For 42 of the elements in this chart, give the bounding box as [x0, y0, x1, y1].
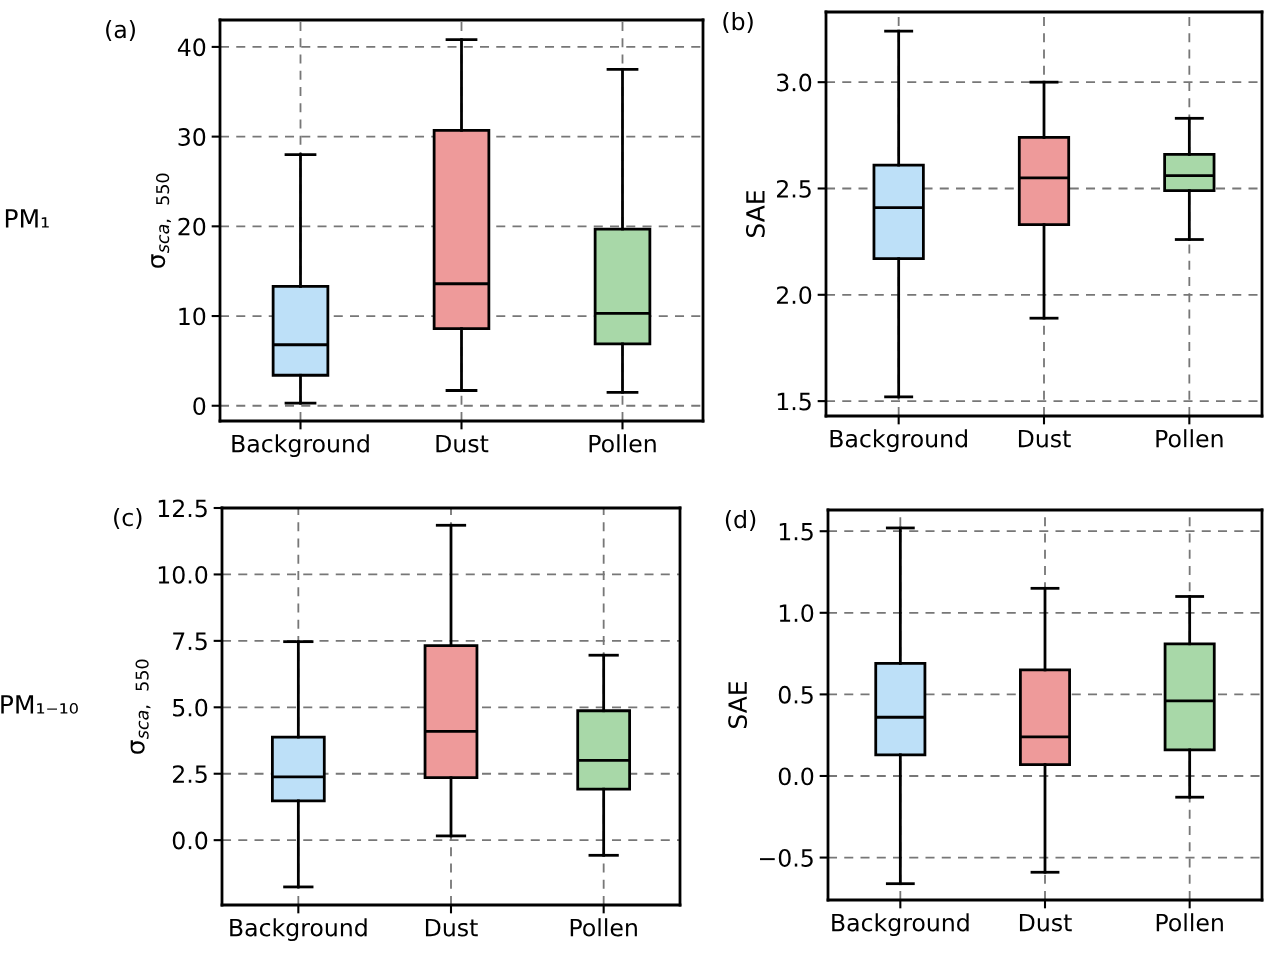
y-tick-label: 10 — [179, 307, 206, 326]
x-tick-label: Dust — [1018, 429, 1071, 448]
y-tick-label: 0 — [193, 397, 206, 416]
y-tick-label: 2.5 — [172, 765, 207, 784]
x-tick-label: Dust — [436, 434, 489, 453]
y-tick-label: 30 — [178, 128, 206, 146]
y-axis-title: σ$_{sca, 550}$ — [151, 173, 172, 268]
x-tick-label: Pollen — [570, 918, 637, 937]
x-tick-label: Dust — [425, 918, 478, 937]
y-tick-label: 0.0 — [778, 767, 814, 786]
x-tick-label: Background — [232, 434, 369, 458]
y-axis-title: SAE — [745, 190, 765, 237]
y-tick-label: 10.0 — [158, 565, 208, 584]
y-tick-label: 7.5 — [173, 632, 207, 651]
text: PM₁ — [5, 209, 49, 228]
y-tick-label: 1.5 — [779, 522, 813, 541]
y-tick-label: 5.0 — [173, 698, 208, 717]
y-tick-label: 0.5 — [778, 685, 813, 704]
x-tick-label: Pollen — [1156, 429, 1223, 448]
y-tick-label: 0.0 — [172, 831, 208, 850]
y-tick-label: 20 — [178, 217, 206, 236]
y-tick-label: −0.5 — [759, 849, 813, 867]
y-tick-label: 2.5 — [776, 179, 811, 198]
text: (a) — [106, 20, 135, 42]
text: PM₁₋₁₀ — [1, 695, 78, 714]
text: (d) — [725, 510, 756, 532]
y-axis-title: σ$_{sca, 550}$ — [130, 659, 151, 754]
y-axis-title: SAE — [728, 681, 748, 728]
y-tick-label: 1.0 — [779, 604, 814, 623]
y-tick-label: 1.5 — [777, 392, 811, 411]
text: (b) — [723, 12, 753, 34]
y-tick-label: 2.0 — [776, 286, 812, 305]
x-tick-label: Background — [830, 429, 967, 453]
x-tick-label: Background — [832, 913, 969, 937]
x-tick-label: Dust — [1019, 913, 1072, 932]
y-tick-label: 40 — [177, 38, 206, 57]
y-tick-label: 3.0 — [777, 73, 812, 92]
x-tick-label: Pollen — [1156, 913, 1223, 932]
x-tick-label: Pollen — [589, 434, 656, 453]
text: (c) — [114, 508, 142, 530]
x-tick-label: Background — [230, 918, 367, 942]
y-tick-label: 12.5 — [158, 499, 207, 518]
